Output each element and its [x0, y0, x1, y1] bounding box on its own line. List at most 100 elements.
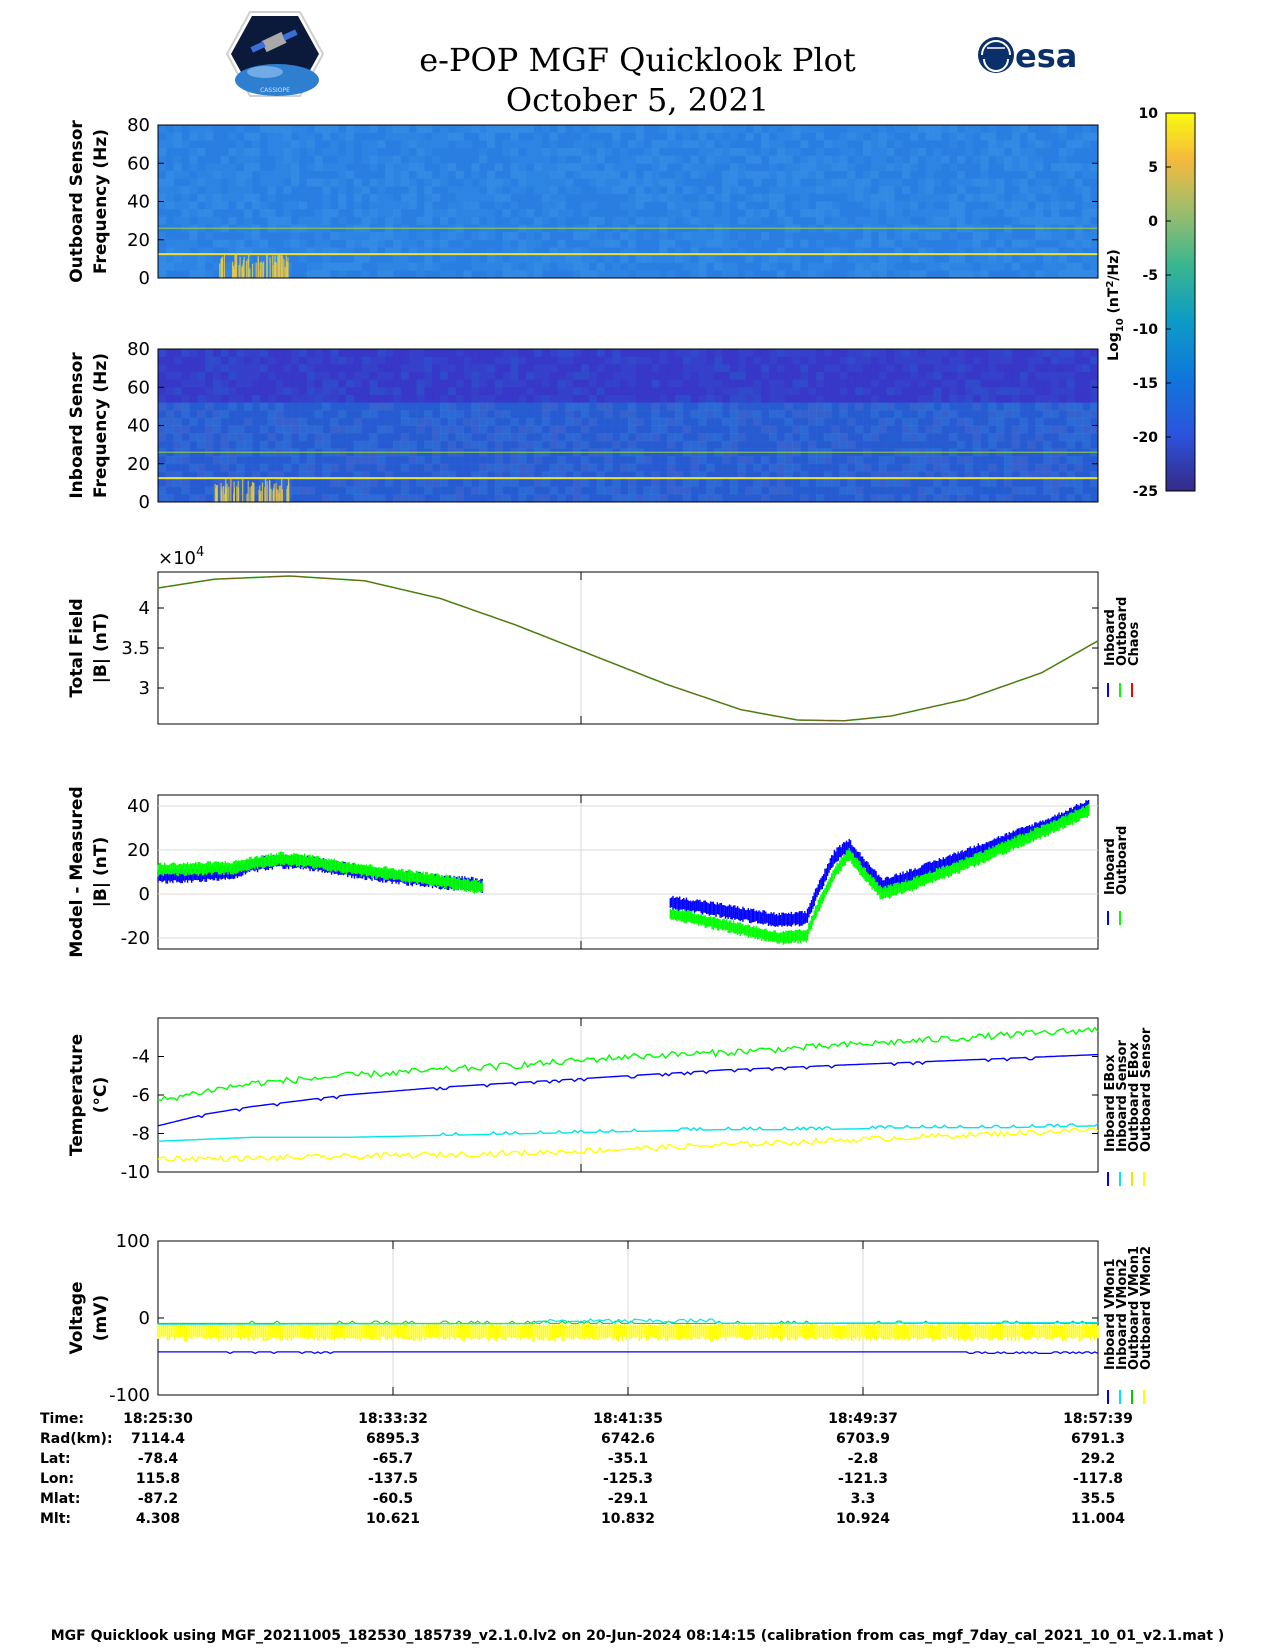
inboard-spectrogram-pixel	[220, 440, 229, 449]
inboard-spectrogram-pixel	[322, 410, 331, 419]
inboard-spectrogram-pixel	[996, 486, 1005, 495]
inboard-spectrogram-pixel	[1035, 387, 1044, 396]
inboard-spectrogram-pixel	[1004, 387, 1013, 396]
inboard-spectrogram-pixel	[557, 425, 566, 434]
inboard-spectrogram-pixel	[628, 433, 637, 442]
inboard-spectrogram-pixel	[761, 402, 770, 411]
outboard-spectrogram-pixel	[690, 155, 699, 164]
inboard-spectrogram-pixel	[173, 456, 182, 465]
outboard-spectrogram-pixel	[886, 147, 895, 157]
inboard-spectrogram-pixel	[831, 410, 840, 419]
outboard-spectrogram-pixel	[432, 201, 441, 210]
outboard-spectrogram-pixel	[729, 140, 739, 149]
inboard-spectrogram-pixel	[612, 402, 621, 411]
outboard-spectrogram-pixel	[714, 216, 723, 225]
inboard-spectrogram-pixel	[847, 471, 856, 480]
inboard-spectrogram-pixel	[933, 456, 942, 465]
outboard-spectrogram-pixel	[776, 201, 786, 210]
inboard-spectrogram-pixel	[557, 463, 566, 472]
outboard-spectrogram-pixel	[988, 170, 997, 180]
inboard-spectrogram-pixel	[690, 379, 699, 388]
outboard-spectrogram-pixel	[855, 186, 864, 195]
inboard-spectrogram-pixel	[996, 356, 1005, 365]
inboard-spectrogram-pixel	[165, 402, 175, 411]
inboard-spectrogram-pixel	[581, 425, 590, 434]
outboard-spectrogram-pixel	[1043, 186, 1052, 195]
inboard-spectrogram-pixel	[346, 479, 355, 488]
outboard-spectrogram-pixel	[761, 209, 770, 218]
inboard-spectrogram-pixel	[878, 494, 887, 503]
outboard-spectrogram-pixel	[964, 163, 974, 172]
outboard-spectrogram-pixel	[1019, 147, 1028, 157]
outboard-spectrogram-pixel	[996, 147, 1005, 157]
colorbar-tick-label: 10	[1139, 106, 1159, 122]
inboard-spectrogram-pixel	[722, 471, 731, 480]
inboard-spectrogram-pixel	[259, 364, 269, 373]
outboard-spectrogram-pixel	[173, 239, 182, 248]
inboard-spectrogram-pixel	[549, 402, 558, 411]
inboard-spectrogram-pixel	[643, 463, 652, 472]
inboard-spectrogram-pixel	[212, 410, 222, 419]
inboard-spectrogram-pixel	[1058, 433, 1068, 442]
outboard-spectrogram-pixel	[463, 247, 472, 256]
inboard-spectrogram-pixel	[291, 394, 300, 404]
outboard-spectrogram-pixel	[855, 209, 864, 218]
inboard-spectrogram-pixel	[667, 417, 676, 426]
outboard-spectrogram-pixel	[604, 125, 613, 134]
outboard-spectrogram-pixel	[972, 247, 981, 256]
outboard-spectrogram-pixel	[682, 125, 692, 134]
outboard-spectrogram-pixel	[330, 178, 339, 187]
outboard-spectrogram-pixel	[494, 209, 504, 218]
inboard-spectrogram-pixel	[408, 494, 417, 503]
inboard-spectrogram-pixel	[643, 402, 652, 411]
inboard-spectrogram-pixel	[847, 379, 856, 388]
outboard-spectrogram-pixel	[964, 270, 974, 279]
outboard-spectrogram-pixel	[659, 186, 668, 195]
inboard-spectrogram-pixel	[338, 356, 347, 365]
outboard-spectrogram-pixel	[158, 186, 167, 195]
inboard-spectrogram-pixel	[753, 387, 762, 396]
inboard-spectrogram-pixel	[1011, 456, 1021, 465]
outboard-spectrogram-pixel	[612, 170, 621, 180]
outboard-spectrogram-pixel	[220, 209, 229, 218]
inboard-spectrogram-pixel	[518, 417, 527, 426]
inboard-spectrogram-pixel	[314, 456, 323, 465]
inboard-spectrogram-pixel	[212, 379, 222, 388]
outboard-spectrogram-pixel	[291, 163, 300, 172]
inboard-spectrogram-pixel	[455, 486, 464, 495]
inboard-spectrogram-pixel	[1004, 371, 1013, 381]
inboard-spectrogram-pixel	[792, 494, 801, 503]
outboard-spectrogram-pixel	[651, 232, 660, 241]
inboard-spectrogram-pixel	[479, 494, 488, 503]
inboard-spectrogram-pixel	[158, 433, 167, 442]
outboard-spectrogram-pixel	[996, 178, 1005, 187]
outboard-spectrogram-pixel	[252, 193, 261, 202]
outboard-spectrogram-pixel	[886, 262, 895, 271]
inboard-spectrogram-pixel	[910, 456, 919, 465]
inboard-spectrogram-pixel	[228, 494, 237, 503]
inboard-spectrogram-pixel	[447, 479, 457, 488]
inboard-spectrogram-pixel	[338, 433, 347, 442]
outboard-spectrogram-pixel	[596, 255, 605, 264]
outboard-spectrogram-pixel	[651, 255, 660, 264]
outboard-spectrogram-pixel	[1035, 178, 1044, 187]
inboard-spectrogram-pixel	[863, 486, 872, 495]
inboard-spectrogram-pixel	[933, 394, 942, 404]
inboard-spectrogram-pixel	[581, 479, 590, 488]
outboard-spectrogram-pixel	[933, 255, 942, 264]
outboard-spectrogram-pixel	[181, 232, 190, 241]
inboard-spectrogram-pixel	[855, 425, 864, 434]
inboard-spectrogram-pixel	[541, 425, 551, 434]
inboard-spectrogram-pixel	[604, 349, 613, 358]
outboard-spectrogram-pixel	[690, 186, 699, 195]
outboard-spectrogram-pixel	[964, 193, 974, 202]
outboard-spectrogram-pixel	[518, 140, 527, 149]
inboard-spectrogram-pixel	[941, 371, 950, 381]
outboard-spectrogram-pixel	[988, 193, 997, 202]
outboard-spectrogram-pixel	[291, 125, 300, 134]
inboard-spectrogram-pixel	[447, 379, 457, 388]
outboard-spectrogram-pixel	[1004, 247, 1013, 256]
outboard-spectrogram-pixel	[526, 209, 535, 218]
inboard-spectrogram-pixel	[212, 417, 222, 426]
inboard-spectrogram-pixel	[267, 387, 276, 396]
